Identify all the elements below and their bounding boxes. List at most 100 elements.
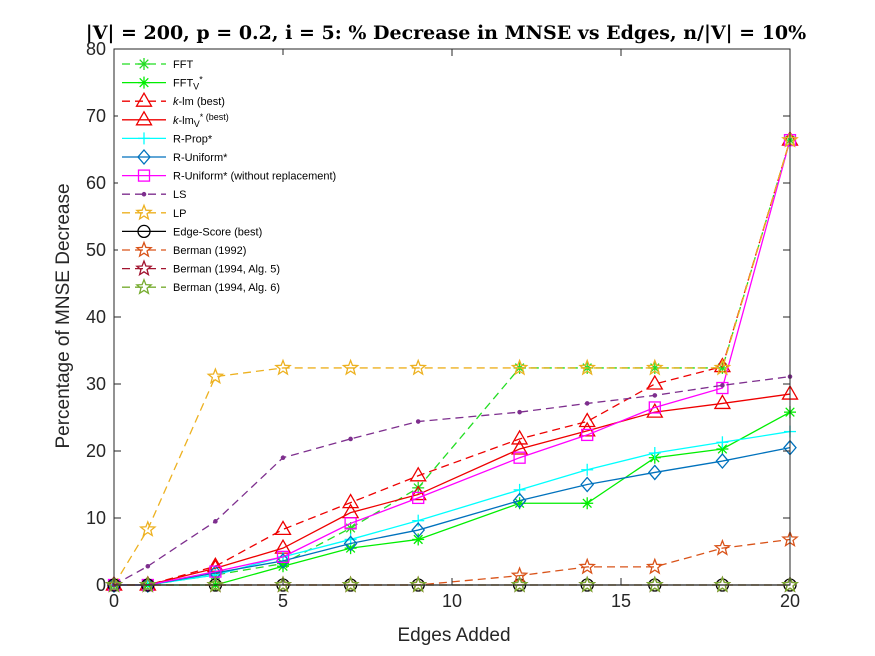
x-tick-label: 0: [109, 591, 119, 611]
data-point-r-uniform-8: [647, 464, 662, 481]
data-point-r-prop-9: [716, 436, 729, 449]
legend-entry-fft-v: FFTV*: [122, 75, 203, 91]
legend-label-part: R-Prop*: [173, 133, 213, 145]
legend-label-part: V: [194, 118, 200, 128]
legend-label: FFT: [173, 59, 193, 71]
legend-marker: [137, 224, 151, 239]
data-point-lp-7: [578, 358, 597, 376]
legend-entry-lp: LP: [122, 203, 186, 221]
legend-label-part: LP: [173, 208, 186, 220]
legend-label-part: -lm (best): [179, 96, 225, 108]
data-point-k-lm-best-6: [510, 429, 529, 445]
data-point-r-uniform-without-replacement-3: [276, 550, 290, 564]
data-point-r-uniform-without-replacement-9: [716, 381, 729, 395]
legend-label: R-Uniform*: [173, 152, 228, 164]
legend-entry-ls: LS: [122, 189, 186, 201]
y-tick-label: 60: [86, 173, 106, 193]
series-line-k-lm-v-best: [114, 393, 791, 586]
legend-label-part: FFT: [173, 78, 193, 90]
series-line-r-uniform: [114, 447, 791, 586]
y-tick-label: 70: [86, 106, 106, 126]
data-point-lp-6: [510, 358, 529, 376]
legend-entry-edge-score-best: Edge-Score (best): [122, 224, 262, 239]
legend-entry-berman-1994-alg-5: Berman (1994, Alg. 5): [122, 259, 280, 277]
legend-label-part: *: [199, 75, 203, 85]
y-tick-label: 30: [86, 374, 106, 394]
data-point-berman-1994-alg-6-1: [138, 575, 157, 593]
legend-label-part: Berman (1994, Alg. 6): [173, 282, 280, 294]
data-point-berman-1994-alg-6-6: [510, 575, 529, 593]
data-point-ls-1: [145, 563, 151, 569]
legend-label-part: Berman (1994, Alg. 5): [173, 264, 280, 276]
data-point-r-uniform-9: [715, 453, 730, 470]
data-point-berman-1994-alg-6-7: [578, 575, 597, 593]
legend-marker: [138, 132, 150, 145]
data-point-berman-1994-alg-6-5: [409, 575, 428, 593]
data-point-berman-1994-alg-6-10: [781, 575, 799, 593]
data-point-lp-1: [138, 520, 157, 537]
data-point-k-lm-v-best-8: [646, 402, 664, 418]
legend-label-part: k: [173, 96, 179, 108]
legend-marker: [141, 191, 147, 197]
data-point-r-uniform-without-replacement-5: [412, 491, 425, 505]
data-point-berman-1992-9: [713, 538, 732, 556]
legend-marker: [138, 76, 150, 89]
data-point-r-prop-8: [648, 447, 661, 460]
legend-marker: [135, 277, 153, 295]
data-point-r-uniform-without-replacement-7: [581, 428, 594, 442]
y-axis-label: Percentage of MNSE Decrease: [53, 183, 74, 448]
series-line-lp: [113, 139, 791, 586]
legend-marker: [137, 149, 151, 165]
data-point-berman-1992-8: [645, 557, 664, 575]
data-point-k-lm-best-7: [578, 412, 596, 428]
data-point-berman-1994-alg-6-0: [105, 575, 123, 593]
y-tick-label: 10: [86, 508, 106, 528]
data-point-ls-4: [348, 436, 353, 442]
data-point-k-lm-best-8: [646, 374, 664, 390]
data-point-lp-9: [713, 358, 732, 376]
y-tick-label: 0: [96, 575, 106, 595]
data-point-lp-4: [341, 358, 360, 376]
data-point-lp-5: [409, 358, 428, 376]
legend-label-part: Berman (1992): [173, 245, 246, 257]
legend-label-part: -lm: [179, 115, 194, 127]
legend-label: R-Prop*: [173, 133, 213, 145]
legend-label: LS: [173, 189, 186, 201]
legend-label: LP: [173, 208, 186, 220]
legend-label: FFTV*: [173, 75, 203, 91]
data-point-fft-v-3: [277, 560, 289, 573]
data-point-r-prop-5: [412, 514, 425, 527]
data-point-r-prop-7: [581, 463, 594, 476]
legend-entry-r-prop: R-Prop*: [122, 132, 213, 145]
legend-label: k-lm (best): [173, 96, 225, 108]
y-tick-label: 80: [86, 39, 106, 59]
legend-label-part: R-Uniform* (without replacement): [173, 171, 336, 183]
data-point-r-uniform-without-replacement-8: [648, 401, 661, 414]
legend-label-part: LS: [173, 189, 186, 201]
data-point-r-uniform-5: [411, 522, 426, 539]
y-tick-label: 50: [86, 240, 106, 260]
legend-marker: [138, 58, 150, 70]
data-point-lp-2: [206, 367, 225, 385]
legend-label: Berman (1994, Alg. 5): [173, 264, 280, 276]
x-axis-label: Edges Added: [397, 625, 510, 646]
data-point-r-uniform-3: [276, 552, 290, 569]
chart-title: |V| = 200, p = 0.2, i = 5: % Decrease in…: [86, 22, 806, 44]
legend-entry-berman-1992: Berman (1992): [122, 240, 246, 258]
data-point-ls-6: [517, 409, 522, 415]
data-point-k-lm-v-best-6: [510, 439, 529, 455]
legend-label-part: k: [173, 115, 179, 127]
data-point-ls-9: [720, 383, 725, 388]
legend-marker: [137, 169, 151, 182]
data-point-k-lm-best-3: [274, 520, 292, 536]
data-point-ls-5: [415, 419, 421, 424]
data-point-berman-1994-alg-6-2: [206, 575, 225, 593]
legend-entry-berman-1994-alg-6: Berman (1994, Alg. 6): [122, 277, 280, 295]
data-point-ls-8: [652, 393, 658, 398]
legend-label-part: FFT: [173, 59, 193, 71]
legend-marker: [135, 240, 153, 258]
y-tick-label: 20: [86, 441, 106, 461]
legend-entry-k-lm-v-best: k-lmV* (best): [122, 110, 229, 128]
